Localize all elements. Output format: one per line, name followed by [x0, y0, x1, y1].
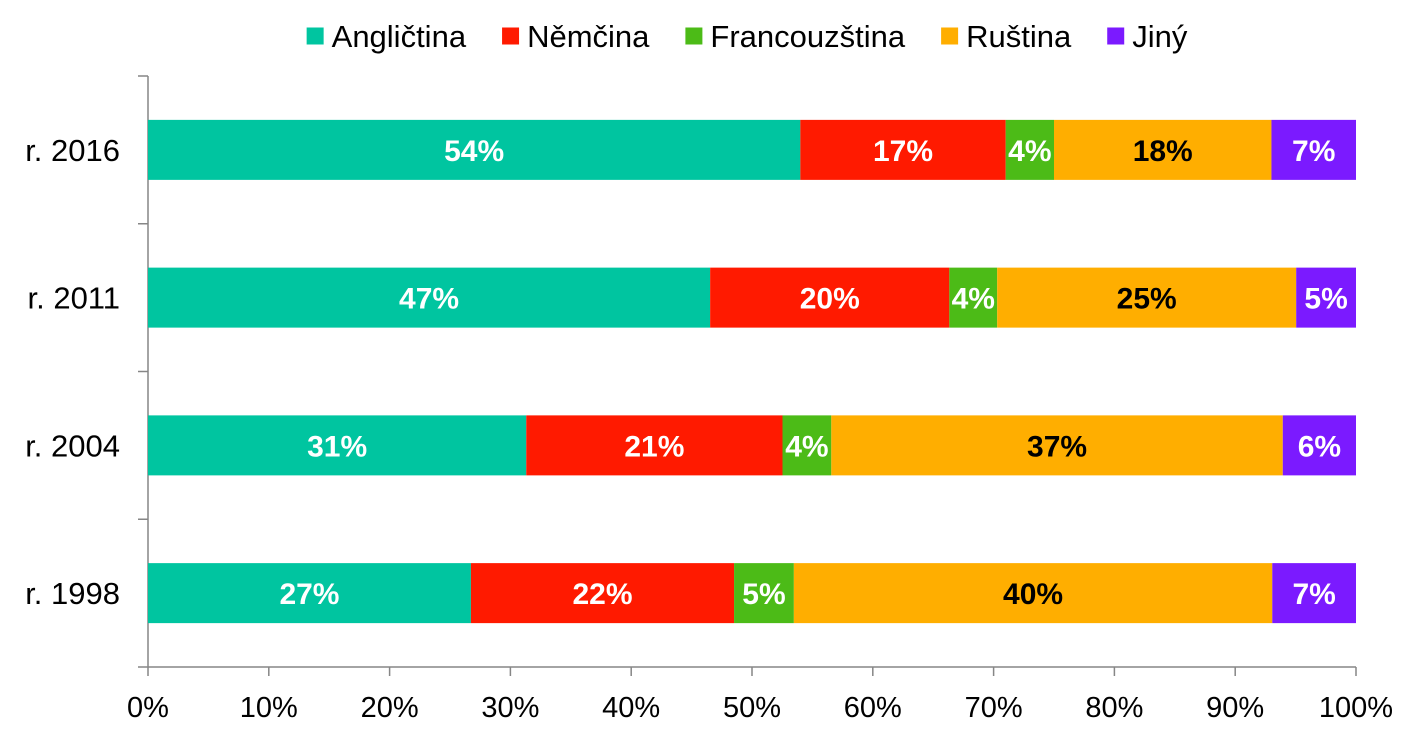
category-label: r. 1998: [25, 576, 120, 611]
x-tick-label: 60%: [844, 692, 902, 724]
legend-item-rustina: Ruština: [941, 19, 1072, 54]
bar-segment-anglictina-r-1998: [148, 563, 471, 624]
data-label-jiny-r-1998: 7%: [1292, 578, 1335, 611]
data-label-francouzstina-r-1998: 5%: [742, 578, 785, 611]
bar-segment-francouzstina-r-2011: [949, 267, 998, 328]
legend-label: Francouzština: [710, 19, 905, 54]
x-tick-label: 20%: [361, 692, 419, 724]
data-label-anglictina-r-2016: 54%: [444, 135, 504, 168]
data-label-jiny-r-2004: 6%: [1298, 430, 1341, 463]
data-label-nemcina-r-2011: 20%: [800, 283, 860, 316]
bar-segment-francouzstina-r-2016: [1005, 119, 1054, 180]
data-label-rustina-r-2004: 37%: [1027, 430, 1087, 463]
data-label-jiny-r-2011: 5%: [1304, 283, 1347, 316]
bar-segment-jiny-r-1998: [1272, 563, 1356, 624]
legend-swatch: [941, 27, 959, 45]
legend-swatch: [306, 27, 324, 45]
x-tick-label: 70%: [965, 692, 1023, 724]
x-tick-label: 100%: [1319, 692, 1393, 724]
data-label-anglictina-r-2011: 47%: [399, 283, 459, 316]
bar-segment-nemcina-r-2011: [710, 267, 950, 328]
bar-segment-rustina-r-1998: [793, 563, 1273, 624]
data-label-francouzstina-r-2011: 4%: [952, 283, 995, 316]
data-label-francouzstina-r-2016: 4%: [1008, 135, 1051, 168]
data-label-rustina-r-1998: 40%: [1003, 578, 1063, 611]
data-label-rustina-r-2016: 18%: [1133, 135, 1193, 168]
bar-segment-francouzstina-r-1998: [734, 563, 794, 624]
x-tick-label: 30%: [481, 692, 539, 724]
bar-segment-rustina-r-2016: [1054, 119, 1272, 180]
legend-swatch: [685, 27, 703, 45]
legend-item-francouzstina: Francouzština: [685, 19, 906, 54]
category-label: r. 2011: [27, 281, 120, 316]
legend-item-anglictina: Angličtina: [306, 19, 467, 54]
category-label: r. 2004: [25, 428, 120, 463]
bars: [148, 119, 1356, 624]
bar-segment-nemcina-r-2016: [800, 119, 1006, 180]
data-labels: 54% 17% 4% 18% 7% 47% 20% 4% 25% 5% 31% 21% 4% 37% 6% 2…: [279, 135, 1347, 611]
data-label-jiny-r-2016: 7%: [1292, 135, 1335, 168]
data-label-nemcina-r-1998: 22%: [572, 578, 632, 611]
legend-swatch: [1107, 27, 1125, 45]
data-label-rustina-r-2011: 25%: [1117, 283, 1177, 316]
legend-label: Angličtina: [332, 19, 467, 54]
legend: Angličtina Němčina Francouzština Ruština Jin…: [306, 19, 1188, 54]
x-tick-label: 90%: [1206, 692, 1264, 724]
legend-label: Jiný: [1132, 19, 1188, 54]
data-label-anglictina-r-1998: 27%: [279, 578, 339, 611]
bar-segment-nemcina-r-2004: [526, 415, 783, 476]
bar-segment-anglictina-r-2011: [148, 267, 711, 328]
bar-segment-jiny-r-2004: [1282, 415, 1356, 476]
data-label-nemcina-r-2004: 21%: [624, 430, 684, 463]
legend-swatch: [502, 27, 520, 45]
data-label-francouzstina-r-2004: 4%: [785, 430, 828, 463]
legend-label: Němčina: [527, 19, 650, 54]
bar-segment-anglictina-r-2004: [148, 415, 527, 476]
x-tick-label: 0%: [127, 692, 169, 724]
x-tick-label: 50%: [723, 692, 781, 724]
legend-item-nemcina: Němčina: [502, 19, 650, 54]
bar-segment-jiny-r-2016: [1271, 119, 1356, 180]
legend-label: Ruština: [966, 19, 1072, 54]
bar-segment-nemcina-r-1998: [470, 563, 735, 624]
axes: 0% 10% 20% 30% 40% 50% 60% 70% 80% 90% 100% r. 2016…: [25, 75, 1393, 724]
x-tick-label: 40%: [602, 692, 660, 724]
legend-item-jiny: Jiný: [1107, 19, 1188, 54]
data-label-anglictina-r-2004: 31%: [307, 430, 367, 463]
category-label: r. 2016: [25, 133, 120, 168]
data-label-nemcina-r-2016: 17%: [873, 135, 933, 168]
bar-segment-anglictina-r-2016: [148, 119, 801, 180]
x-tick-label: 10%: [240, 692, 298, 724]
bar-segment-rustina-r-2004: [831, 415, 1283, 476]
bar-segment-rustina-r-2011: [997, 267, 1297, 328]
bar-segment-francouzstina-r-2004: [782, 415, 832, 476]
x-tick-label: 80%: [1085, 692, 1143, 724]
bar-segment-jiny-r-2011: [1296, 267, 1356, 328]
